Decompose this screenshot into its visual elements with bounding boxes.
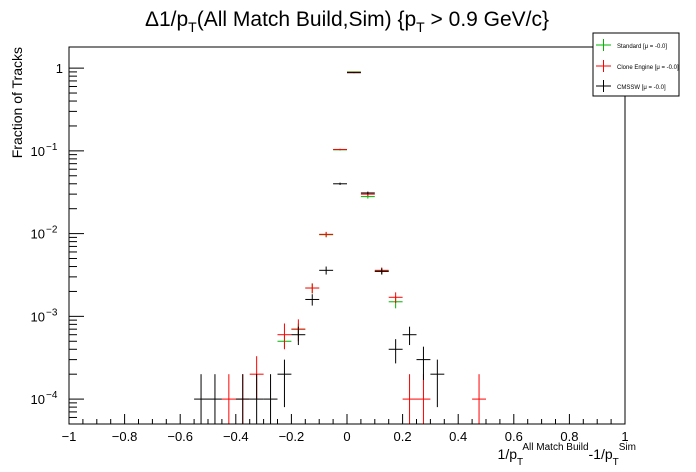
x-axis-label: 1/pTAll Match Build-1/pTSim bbox=[498, 442, 636, 468]
y-axis-label: Fraction of Tracks bbox=[9, 47, 25, 158]
legend-label-cmssw: CMSSW [μ = -0.0] bbox=[617, 85, 666, 91]
x-tick-label: 0.2 bbox=[394, 429, 412, 444]
legend: Standard [μ = -0.0] Clone Engine [μ = -0… bbox=[592, 32, 680, 97]
x-tick-label: −0.4 bbox=[223, 429, 249, 444]
x-tick-label: 0.8 bbox=[560, 429, 578, 444]
x-tick-label: −1 bbox=[62, 429, 77, 444]
legend-entry-standard: Standard [μ = -0.0] bbox=[596, 39, 667, 51]
y-tick-exponent: −1 bbox=[46, 142, 58, 153]
y-tick-label: 10 bbox=[31, 227, 45, 242]
y-tick-label: 10 bbox=[31, 392, 45, 407]
plot-frame bbox=[68, 46, 626, 425]
y-tick-exponent: −2 bbox=[46, 225, 58, 236]
y-tick-exponent: −4 bbox=[46, 390, 58, 401]
legend-label-clone-engine: Clone Engine [μ = -0.0] bbox=[617, 65, 679, 71]
legend-label-standard: Standard [μ = -0.0] bbox=[617, 44, 667, 50]
x-tick-label: −0.8 bbox=[112, 429, 138, 444]
legend-entry-cmssw: CMSSW [μ = -0.0] bbox=[596, 80, 666, 92]
x-tick-label: −0.6 bbox=[167, 429, 193, 444]
y-tick-label: 10 bbox=[31, 144, 45, 159]
series-2 bbox=[194, 72, 445, 424]
chart-title: Δ1/pT(All Match Build,Sim) {pT > 0.9 GeV… bbox=[145, 8, 549, 35]
legend-entry-clone-engine: Clone Engine [μ = -0.0] bbox=[596, 60, 679, 72]
y-tick-exponent: −3 bbox=[46, 307, 58, 318]
x-tick-label: −0.2 bbox=[279, 429, 305, 444]
x-tick-label: 1 bbox=[621, 429, 628, 444]
data-series bbox=[194, 71, 486, 424]
y-tick-label: 10 bbox=[31, 309, 45, 324]
y-tick-label: 1 bbox=[56, 61, 63, 76]
x-tick-label: 0.4 bbox=[449, 429, 467, 444]
x-tick-label: 0 bbox=[343, 429, 350, 444]
x-tick-label: 0.6 bbox=[505, 429, 523, 444]
